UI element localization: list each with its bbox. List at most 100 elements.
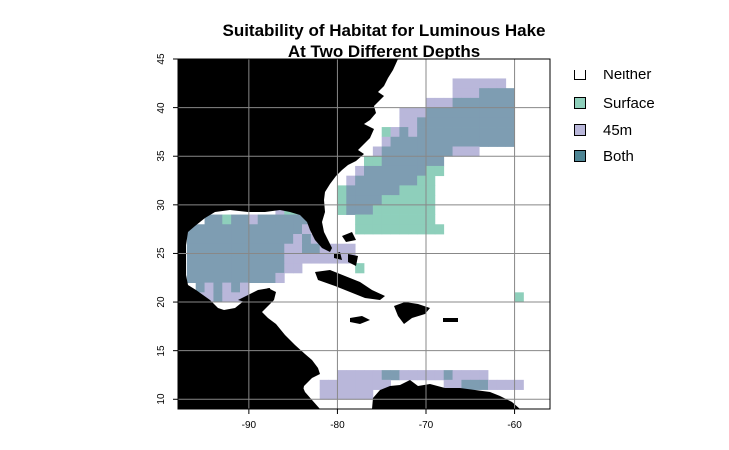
habitat-cell xyxy=(275,243,285,254)
habitat-cell xyxy=(417,127,427,138)
habitat-cell xyxy=(390,165,400,177)
habitat-cell xyxy=(204,243,214,254)
habitat-cell xyxy=(452,146,462,157)
habitat-cell xyxy=(293,234,303,245)
y-tick-label: 25 xyxy=(156,247,167,259)
habitat-cell xyxy=(381,175,391,186)
habitat-cell xyxy=(399,204,409,215)
habitat-cell xyxy=(470,127,480,138)
y-tick-label: 45 xyxy=(156,53,167,65)
habitat-cell xyxy=(213,263,223,274)
habitat-cell xyxy=(337,253,347,264)
habitat-cell xyxy=(240,214,250,225)
habitat-cell xyxy=(275,253,285,264)
habitat-cell xyxy=(381,165,391,177)
habitat-cell xyxy=(222,243,232,254)
habitat-cell xyxy=(355,195,365,206)
habitat-cell xyxy=(186,272,197,284)
habitat-cell xyxy=(337,389,347,400)
habitat-cell xyxy=(381,379,391,390)
habitat-cell xyxy=(426,185,436,196)
habitat-cell xyxy=(505,379,515,390)
habitat-cell xyxy=(408,107,418,118)
habitat-cell xyxy=(195,263,205,274)
habitat-cell xyxy=(346,389,356,400)
habitat-cell xyxy=(213,272,223,284)
habitat-cell xyxy=(452,370,462,381)
habitat-cell xyxy=(461,107,471,118)
habitat-cell xyxy=(417,214,427,225)
habitat-cell xyxy=(337,185,347,196)
habitat-cell xyxy=(417,117,427,128)
habitat-cell xyxy=(355,379,365,390)
habitat-cell xyxy=(195,253,205,264)
habitat-cell xyxy=(390,214,400,225)
habitat-cell xyxy=(240,253,250,264)
habitat-cell xyxy=(514,292,524,303)
habitat-cell xyxy=(399,107,409,118)
habitat-cell xyxy=(186,224,197,235)
habitat-cell xyxy=(470,97,480,109)
habitat-cells xyxy=(186,78,524,400)
habitat-cell xyxy=(434,224,445,235)
habitat-cell xyxy=(452,379,462,390)
habitat-cell xyxy=(372,165,383,177)
habitat-cell xyxy=(240,282,250,293)
habitat-cell xyxy=(328,379,338,390)
habitat-cell xyxy=(514,379,524,390)
habitat-cell xyxy=(355,175,365,186)
habitat-cell xyxy=(479,370,489,381)
habitat-cell xyxy=(417,185,427,196)
habitat-cell xyxy=(417,146,427,157)
habitat-cell xyxy=(248,253,259,264)
habitat-cell xyxy=(488,78,498,89)
habitat-cell xyxy=(381,185,391,196)
habitat-cell xyxy=(443,107,453,118)
habitat-cell xyxy=(310,253,321,264)
habitat-cell xyxy=(434,107,445,118)
habitat-cell xyxy=(231,234,241,245)
habitat-cell xyxy=(488,107,498,118)
habitat-cell xyxy=(381,127,391,138)
x-tick-label: -90 xyxy=(241,420,257,431)
habitat-cell xyxy=(443,136,453,147)
habitat-cell xyxy=(399,136,409,147)
habitat-cell xyxy=(257,272,267,284)
habitat-cell xyxy=(275,234,285,245)
habitat-cell xyxy=(355,389,365,400)
legend-swatch-neither xyxy=(574,70,586,80)
habitat-cell xyxy=(408,127,418,138)
habitat-cell xyxy=(355,185,365,196)
habitat-cell xyxy=(364,165,374,177)
habitat-cell xyxy=(408,156,418,167)
y-tick-label: 20 xyxy=(156,296,167,308)
habitat-cell xyxy=(390,195,400,206)
habitat-cell xyxy=(231,243,241,254)
habitat-cell xyxy=(240,224,250,235)
habitat-cell xyxy=(505,107,515,118)
habitat-cell xyxy=(328,253,338,264)
habitat-cell xyxy=(479,97,489,109)
habitat-cell xyxy=(266,253,276,264)
habitat-cell xyxy=(426,214,436,225)
habitat-cell xyxy=(204,234,214,245)
habitat-cell xyxy=(204,253,214,264)
habitat-cell xyxy=(505,117,515,128)
habitat-cell xyxy=(195,272,205,284)
habitat-cell xyxy=(488,97,498,109)
habitat-cell xyxy=(284,224,294,235)
habitat-cell xyxy=(355,224,365,235)
habitat-cell xyxy=(452,117,462,128)
habitat-cell xyxy=(434,117,445,128)
habitat-cell xyxy=(284,234,294,245)
habitat-cell xyxy=(222,214,232,225)
habitat-cell xyxy=(364,175,374,186)
habitat-cell xyxy=(257,263,267,274)
habitat-cell xyxy=(364,224,374,235)
habitat-cell xyxy=(408,185,418,196)
habitat-cell xyxy=(434,165,445,177)
habitat-cell xyxy=(390,224,400,235)
habitat-cell xyxy=(337,243,347,254)
habitat-cell xyxy=(461,370,471,381)
habitat-cell xyxy=(372,146,383,157)
